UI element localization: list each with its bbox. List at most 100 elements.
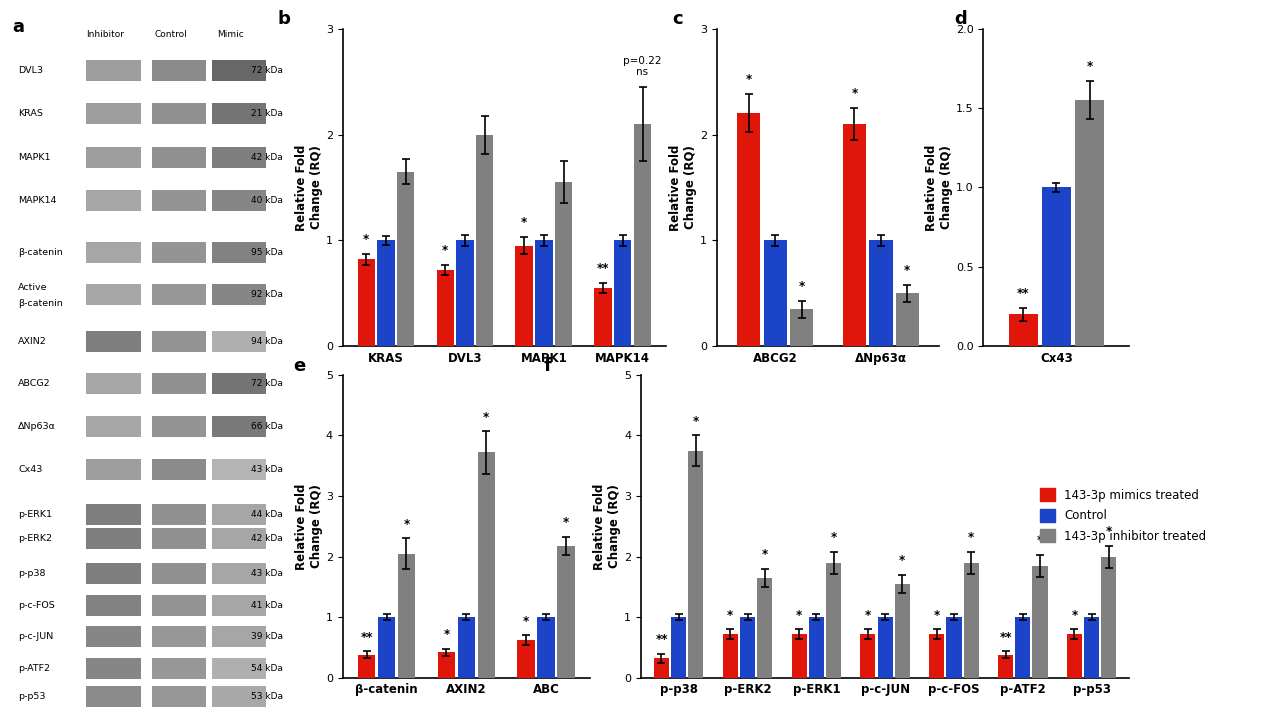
Text: 44 kDa: 44 kDa [251, 510, 283, 519]
Y-axis label: Relative Fold
Change (RQ): Relative Fold Change (RQ) [669, 144, 698, 231]
Text: *: * [522, 216, 528, 229]
Bar [671, 617, 687, 678]
Text: *: * [523, 615, 529, 628]
Bar [457, 240, 473, 346]
Y-axis label: Relative Fold
Change (RQ): Relative Fold Change (RQ) [294, 483, 324, 570]
Text: ABCG2: ABCG2 [18, 379, 51, 388]
Text: β-catenin: β-catenin [18, 248, 63, 257]
Bar [86, 146, 141, 167]
Bar [896, 293, 919, 346]
Bar [152, 283, 207, 305]
Text: 54 kDa: 54 kDa [251, 664, 283, 673]
Bar [86, 504, 141, 525]
Text: Inhibitor: Inhibitor [86, 30, 124, 39]
Bar [764, 240, 787, 346]
Text: *: * [483, 411, 490, 424]
Text: p-ERK2: p-ERK2 [18, 534, 52, 544]
Text: **: ** [1016, 287, 1029, 300]
Text: p-ERK1: p-ERK1 [18, 510, 52, 519]
Bar [212, 190, 266, 211]
Bar [212, 242, 266, 262]
Bar [212, 373, 266, 394]
Bar [86, 459, 141, 479]
Bar [152, 658, 207, 679]
Text: *: * [796, 609, 802, 622]
Text: 41 kDa: 41 kDa [251, 601, 283, 610]
Bar [929, 634, 944, 678]
Text: c: c [673, 10, 683, 28]
Bar [654, 658, 669, 678]
Bar [518, 640, 536, 678]
Text: 66 kDa: 66 kDa [251, 422, 283, 431]
Text: DVL3: DVL3 [18, 66, 43, 75]
Bar [212, 330, 266, 352]
Bar [1033, 566, 1047, 678]
Bar [152, 242, 207, 262]
Text: p=0.22
ns: p=0.22 ns [623, 56, 662, 77]
Bar [86, 627, 141, 647]
Bar [86, 190, 141, 211]
Text: **: ** [655, 633, 667, 646]
Bar [1042, 187, 1071, 346]
Bar [997, 655, 1013, 678]
Bar [477, 453, 495, 678]
Text: *: * [1105, 525, 1112, 538]
Text: *: * [1071, 609, 1077, 622]
Bar [758, 578, 773, 678]
Bar [212, 595, 266, 616]
Bar [152, 330, 207, 352]
Text: *: * [1086, 61, 1093, 74]
Bar [458, 617, 475, 678]
Text: **: ** [999, 631, 1011, 644]
Bar [740, 617, 755, 678]
Text: 43 kDa: 43 kDa [251, 464, 283, 474]
Text: p-c-FOS: p-c-FOS [18, 601, 55, 610]
Text: *: * [905, 264, 910, 277]
Bar [212, 60, 266, 81]
Bar [723, 634, 737, 678]
Y-axis label: Relative Fold
Change (RQ): Relative Fold Change (RQ) [925, 144, 953, 231]
Text: **: ** [596, 262, 609, 275]
Bar [557, 546, 575, 678]
Text: *: * [761, 548, 768, 561]
Text: 92 kDa: 92 kDa [251, 290, 283, 298]
Bar [86, 283, 141, 305]
Bar [152, 686, 207, 707]
Bar [212, 146, 266, 167]
Bar [895, 584, 910, 678]
Bar [438, 653, 456, 678]
Bar [397, 554, 415, 678]
Bar [878, 617, 892, 678]
Bar [152, 416, 207, 437]
Bar [1084, 617, 1099, 678]
Bar [1009, 314, 1038, 346]
Text: Cx43: Cx43 [18, 464, 43, 474]
Bar [152, 459, 207, 479]
Bar [843, 124, 865, 346]
Text: *: * [934, 609, 940, 622]
Bar [963, 562, 978, 678]
Bar [358, 260, 376, 346]
Bar [437, 270, 454, 346]
Bar [152, 595, 207, 616]
Bar [152, 627, 207, 647]
Bar [947, 617, 962, 678]
Text: p-ATF2: p-ATF2 [18, 664, 51, 673]
Text: AXIN2: AXIN2 [18, 337, 47, 345]
Bar [634, 124, 651, 346]
Text: *: * [1037, 534, 1043, 547]
Text: *: * [363, 233, 369, 246]
Text: p-p53: p-p53 [18, 692, 46, 701]
Text: *: * [864, 609, 871, 622]
Legend: 143-3p mimics treated, Control, 143-3p inhibitor treated: 143-3p mimics treated, Control, 143-3p i… [1036, 484, 1211, 547]
Bar [152, 60, 207, 81]
Text: *: * [798, 280, 805, 293]
Bar [86, 60, 141, 81]
Text: **: ** [360, 631, 373, 644]
Text: 72 kDa: 72 kDa [251, 66, 283, 75]
Bar [1067, 634, 1082, 678]
Text: p-p38: p-p38 [18, 570, 46, 578]
Bar [397, 172, 415, 346]
Bar [515, 246, 533, 346]
Bar [86, 686, 141, 707]
